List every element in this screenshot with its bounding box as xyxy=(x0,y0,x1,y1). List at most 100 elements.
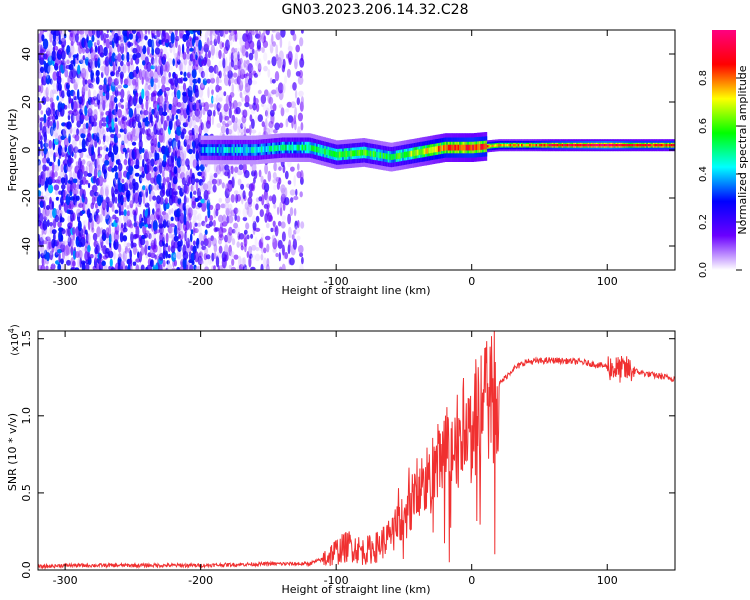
noise-cell xyxy=(196,237,200,249)
noise-cell xyxy=(182,257,188,269)
noise-cell xyxy=(141,37,144,50)
noise-cell xyxy=(62,62,67,72)
noise-cell xyxy=(96,39,100,46)
noise-cell xyxy=(204,52,208,63)
noise-cell xyxy=(75,195,80,201)
noise-cell xyxy=(46,150,50,160)
noise-cell xyxy=(192,158,198,169)
x-tick-label: 100 xyxy=(597,574,618,587)
signal-cell xyxy=(433,146,436,153)
noise-cell xyxy=(121,178,125,184)
noise-cell xyxy=(270,227,274,233)
noise-cell xyxy=(38,159,41,166)
noise-cell xyxy=(158,102,164,109)
signal-cell xyxy=(223,147,226,153)
noise-cell xyxy=(199,102,203,111)
noise-cell xyxy=(144,202,150,208)
noise-cell xyxy=(239,57,243,65)
noise-cell xyxy=(156,121,161,131)
noise-cell xyxy=(135,113,141,123)
noise-cell xyxy=(278,104,283,109)
noise-cell xyxy=(77,220,82,232)
noise-cell xyxy=(158,93,164,105)
noise-cell xyxy=(87,172,93,177)
noise-cell xyxy=(251,162,257,173)
noise-cell xyxy=(105,147,109,152)
noise-cell xyxy=(233,57,239,70)
noise-cell xyxy=(273,203,277,209)
noise-cell xyxy=(106,30,109,34)
signal-cell xyxy=(446,144,449,151)
signal-cell xyxy=(355,150,357,156)
snr-series-line xyxy=(38,331,675,570)
noise-cell xyxy=(145,172,152,181)
noise-cell xyxy=(62,126,68,137)
noise-cell xyxy=(158,214,163,225)
noise-cell xyxy=(68,144,74,155)
noise-cell xyxy=(293,114,297,125)
signal-cell xyxy=(376,151,379,158)
noise-cell xyxy=(227,129,233,135)
noise-cell xyxy=(66,45,71,56)
noise-cell xyxy=(179,224,184,236)
noise-cell xyxy=(254,227,261,232)
noise-cell xyxy=(84,30,90,37)
noise-cell xyxy=(143,109,149,116)
signal-cell xyxy=(519,144,522,147)
noise-cell xyxy=(162,259,166,267)
noise-cell xyxy=(268,96,274,105)
noise-cell xyxy=(268,127,274,133)
noise-cell xyxy=(165,76,171,86)
noise-cell xyxy=(233,222,239,229)
noise-cell xyxy=(164,87,171,91)
signal-cell xyxy=(430,147,432,154)
noise-cell xyxy=(144,70,150,82)
noise-cell xyxy=(153,83,157,92)
noise-cell xyxy=(129,257,133,267)
noise-cell xyxy=(289,257,295,266)
noise-cell xyxy=(114,196,118,204)
noise-cell xyxy=(180,152,185,162)
noise-cell xyxy=(122,30,128,37)
noise-cell xyxy=(123,241,128,249)
noise-cell xyxy=(183,214,187,226)
noise-cell xyxy=(121,140,125,145)
noise-cell xyxy=(96,226,101,238)
noise-cell xyxy=(278,166,282,171)
signal-cell xyxy=(322,148,325,155)
noise-cell xyxy=(58,30,63,35)
noise-cell xyxy=(68,133,71,144)
noise-cell xyxy=(281,244,285,256)
noise-cell xyxy=(85,47,90,54)
signal-cell xyxy=(579,144,582,147)
noise-cell xyxy=(60,37,67,48)
noise-cell xyxy=(262,104,267,111)
x-tick-label: 0 xyxy=(468,275,475,288)
x-tick-label: -200 xyxy=(188,574,213,587)
noise-cell xyxy=(117,84,122,89)
noise-cell xyxy=(68,63,74,71)
noise-cell xyxy=(63,104,68,110)
noise-cell xyxy=(228,180,233,185)
signal-cell xyxy=(467,144,470,151)
noise-cell xyxy=(96,132,100,144)
noise-cell xyxy=(58,95,63,104)
noise-cell xyxy=(165,232,169,244)
noise-cell xyxy=(245,222,250,230)
noise-cell xyxy=(134,122,139,128)
y-tick-label: 0 xyxy=(20,147,33,154)
noise-cell xyxy=(66,89,71,97)
signal-cell xyxy=(558,144,561,147)
signal-cell xyxy=(504,144,507,147)
noise-cell xyxy=(213,64,219,74)
noise-cell xyxy=(141,148,145,153)
signal-cell xyxy=(553,144,556,147)
noise-cell xyxy=(134,220,140,230)
noise-cell xyxy=(42,200,46,210)
noise-cell xyxy=(69,43,75,55)
noise-cell xyxy=(221,42,225,48)
noise-cell xyxy=(140,264,145,270)
noise-cell xyxy=(136,105,140,117)
noise-cell xyxy=(54,171,58,178)
noise-cell xyxy=(215,208,219,217)
